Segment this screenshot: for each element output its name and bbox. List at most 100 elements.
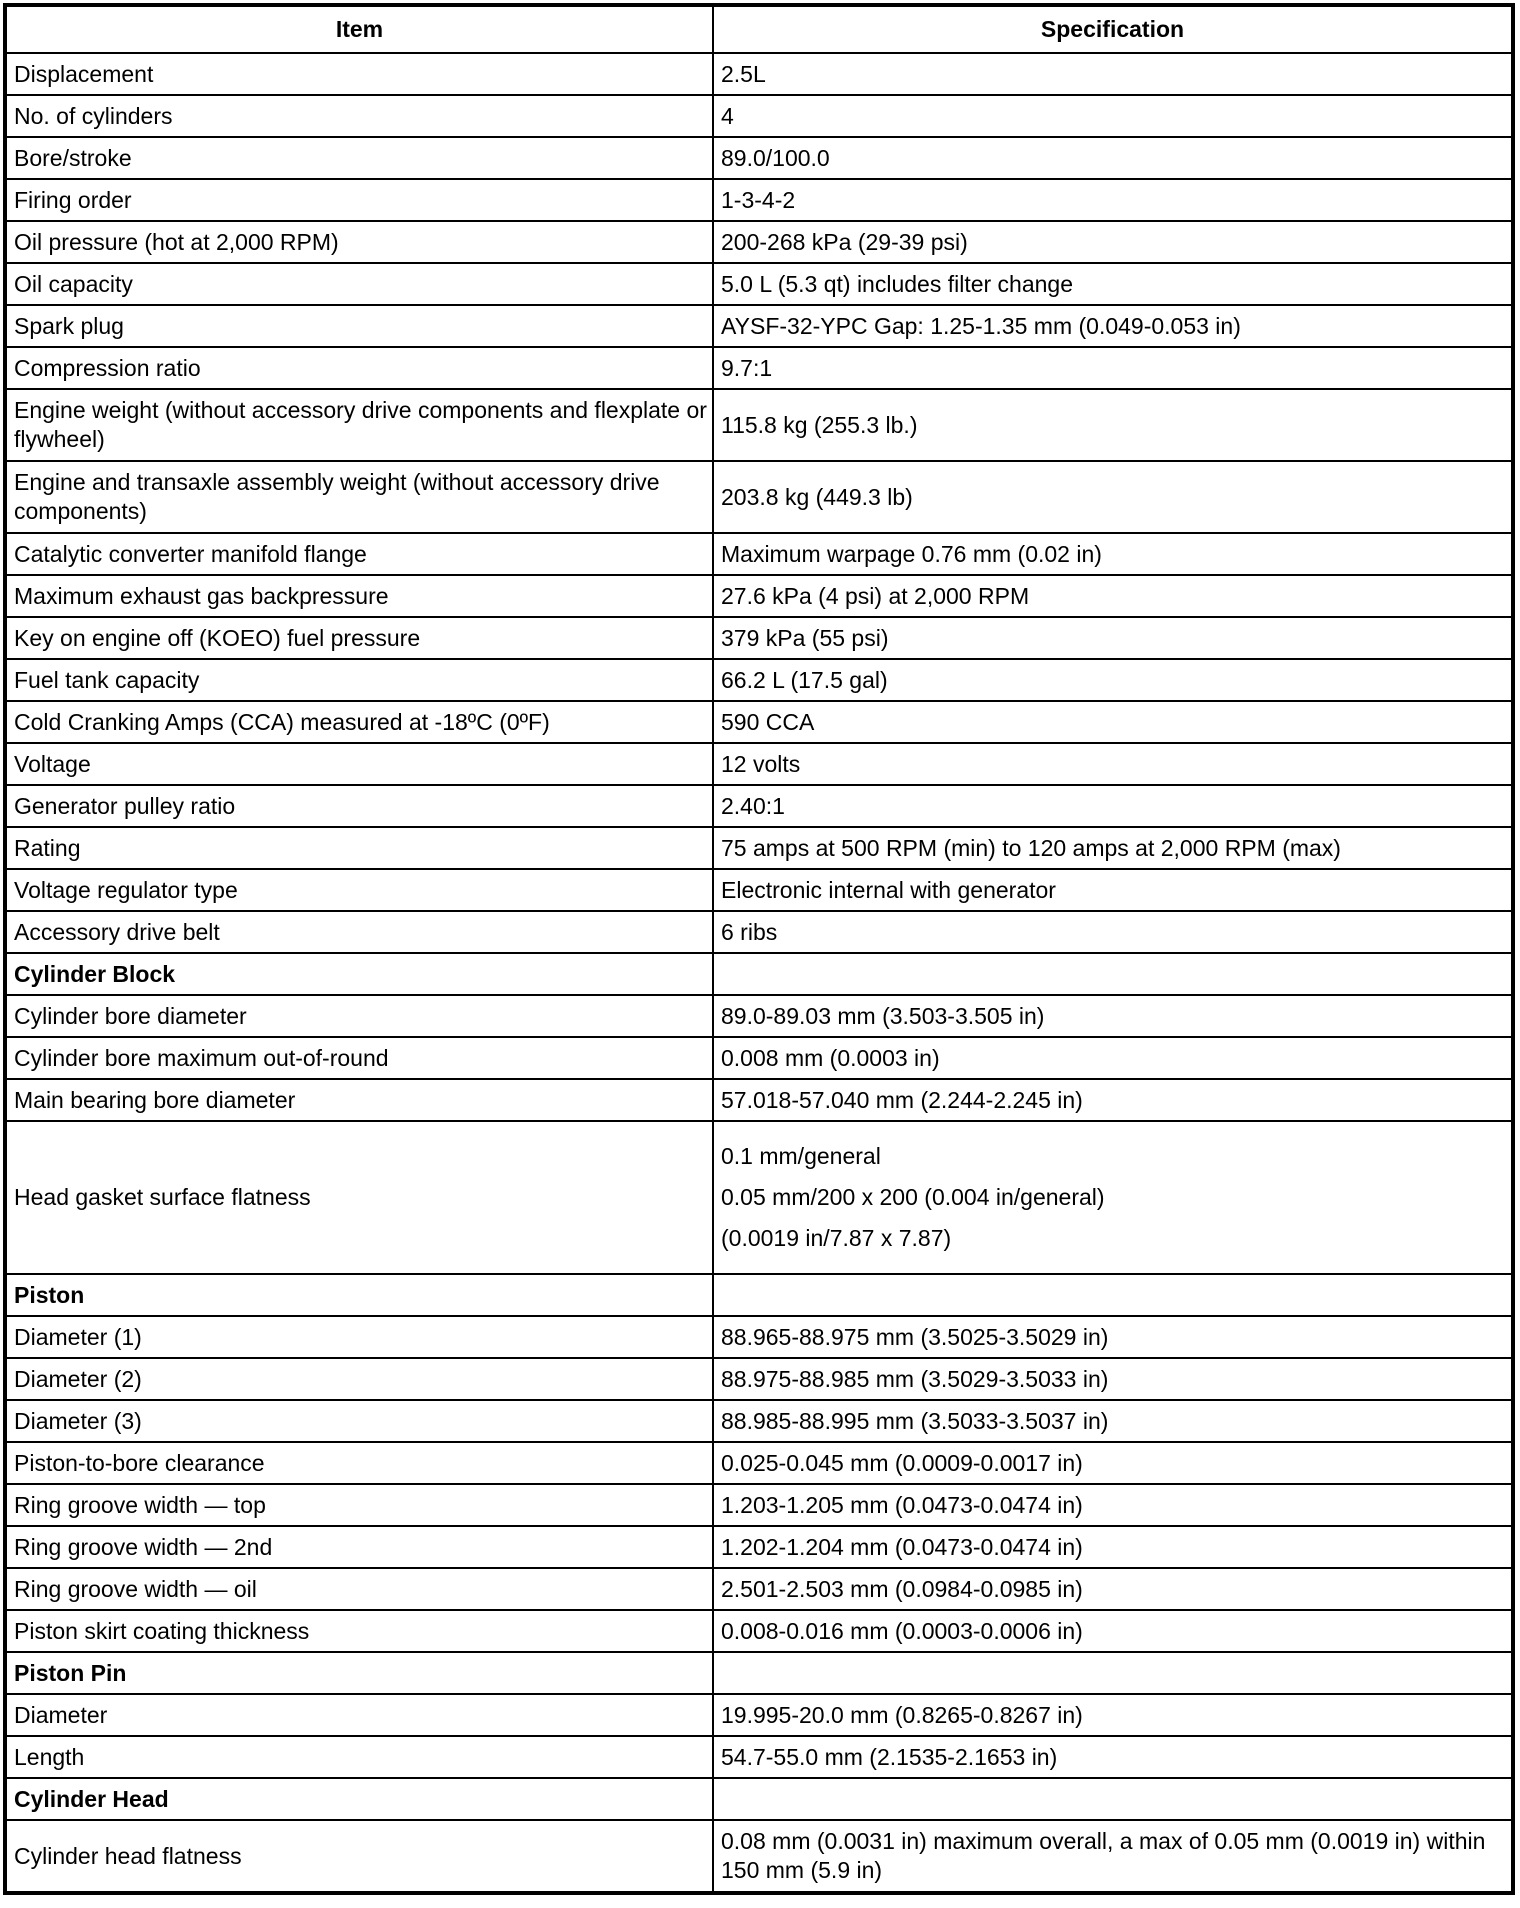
item-cell: Piston-to-bore clearance (4, 1441, 714, 1485)
table-row: Length 54.7-55.0 mm (2.1535-2.1653 in) (4, 1735, 1514, 1779)
item-cell: Piston skirt coating thickness (4, 1609, 714, 1653)
specification-cell: Electronic internal with generator (712, 868, 1514, 912)
specification-text: 200-268 kPa (29-39 psi) (721, 228, 968, 255)
specification-cell: 57.018-57.040 mm (2.244-2.245 in) (712, 1078, 1514, 1122)
specification-cell: 590 CCA (712, 700, 1514, 744)
specification-text: 0.05 mm/200 x 200 (0.004 in/general) (721, 1184, 1105, 1210)
specification-cell (712, 1651, 1514, 1695)
table-row: Key on engine off (KOEO) fuel pressure 37… (4, 616, 1514, 660)
specification-cell (712, 1777, 1514, 1821)
item-cell: Length (4, 1735, 714, 1779)
item-cell: Cylinder head flatness (4, 1819, 714, 1894)
table-row: Main bearing bore diameter 57.018-57.040 … (4, 1078, 1514, 1122)
specification-cell: 2.40:1 (712, 784, 1514, 828)
specification-text: 0.08 mm (0.0031 in) maximum overall, a m… (721, 1828, 1486, 1883)
item-cell: Oil pressure (hot at 2,000 RPM) (4, 220, 714, 264)
specification-cell: 88.965-88.975 mm (3.5025-3.5029 in) (712, 1315, 1514, 1359)
item-cell: No. of cylinders (4, 94, 714, 138)
specification-text: 88.985-88.995 mm (3.5033-3.5037 in) (721, 1407, 1109, 1434)
table-row: Spark plug AYSF-32-YPC Gap: 1.25-1.35 mm … (4, 304, 1514, 348)
specification-cell (712, 952, 1514, 996)
section-row: Piston (4, 1273, 1514, 1317)
specification-cell: 27.6 kPa (4 psi) at 2,000 RPM (712, 574, 1514, 618)
table-row: Catalytic converter manifold flange Maxim… (4, 532, 1514, 576)
column-header-item: Item (4, 4, 714, 54)
specification-text: 1.202-1.204 mm (0.0473-0.0474 in) (721, 1533, 1083, 1560)
specification-cell: AYSF-32-YPC Gap: 1.25-1.35 mm (0.049-0.0… (712, 304, 1514, 348)
table-row: Rating 75 amps at 500 RPM (min) to 120 am… (4, 826, 1514, 870)
section-title: Cylinder Head (4, 1777, 714, 1821)
item-cell: Catalytic converter manifold flange (4, 532, 714, 576)
table-row: Cold Cranking Amps (CCA) measured at -18… (4, 700, 1514, 744)
specification-text: (0.0019 in/7.87 x 7.87) (721, 1225, 952, 1251)
specification-cell: 4 (712, 94, 1514, 138)
table-row: Piston-to-bore clearance 0.025-0.045 mm (… (4, 1441, 1514, 1485)
table-row: Compression ratio 9.7:1 (4, 346, 1514, 390)
table-row: Firing order 1-3-4-2 (4, 178, 1514, 222)
specification-text: 89.0-89.03 mm (3.503-3.505 in) (721, 1002, 1045, 1029)
item-cell: Cylinder bore diameter (4, 994, 714, 1038)
item-cell: Voltage (4, 742, 714, 786)
specification-text: 75 amps at 500 RPM (min) to 120 amps at … (721, 834, 1341, 861)
item-cell: Spark plug (4, 304, 714, 348)
table-row: Generator pulley ratio 2.40:1 (4, 784, 1514, 828)
item-cell: Compression ratio (4, 346, 714, 390)
table-row: Cylinder bore maximum out-of-round 0.008 … (4, 1036, 1514, 1080)
item-cell: Fuel tank capacity (4, 658, 714, 702)
table-row: Engine weight (without accessory drive c… (4, 388, 1514, 462)
table-row: Ring groove width — oil 2.501-2.503 mm (0… (4, 1567, 1514, 1611)
specification-text: 12 volts (721, 750, 801, 777)
table-row: Diameter (2) 88.975-88.985 mm (3.5029-3.5… (4, 1357, 1514, 1401)
specification-text: 115.8 kg (255.3 lb.) (721, 411, 918, 438)
specification-cell: 2.5L (712, 52, 1514, 96)
column-header-specification: Specification (712, 4, 1514, 54)
specification-text: 88.975-88.985 mm (3.5029-3.5033 in) (721, 1365, 1109, 1392)
item-cell: Engine and transaxle assembly weight (wi… (4, 460, 714, 534)
table-row: Ring groove width — 2nd 1.202-1.204 mm (0… (4, 1525, 1514, 1569)
item-cell: Diameter (4, 1693, 714, 1737)
item-cell: Oil capacity (4, 262, 714, 306)
section-row: Cylinder Block (4, 952, 1514, 996)
specification-cell: 6 ribs (712, 910, 1514, 954)
table-row: Engine and transaxle assembly weight (wi… (4, 460, 1514, 534)
table-row: Ring groove width — top 1.203-1.205 mm (0… (4, 1483, 1514, 1527)
specification-text: Electronic internal with generator (721, 876, 1056, 903)
specification-text: 66.2 L (17.5 gal) (721, 666, 888, 693)
item-cell: Cold Cranking Amps (CCA) measured at -18… (4, 700, 714, 744)
item-cell: Displacement (4, 52, 714, 96)
specification-text: 0.1 mm/general (721, 1143, 881, 1169)
item-cell: Cylinder bore maximum out-of-round (4, 1036, 714, 1080)
specification-cell: 54.7-55.0 mm (2.1535-2.1653 in) (712, 1735, 1514, 1779)
specification-cell: 379 kPa (55 psi) (712, 616, 1514, 660)
table-row: Oil capacity 5.0 L (5.3 qt) includes filt… (4, 262, 1514, 306)
specification-cell: 1.203-1.205 mm (0.0473-0.0474 in) (712, 1483, 1514, 1527)
specification-cell: 1-3-4-2 (712, 178, 1514, 222)
table-row: Cylinder bore diameter 89.0-89.03 mm (3.5… (4, 994, 1514, 1038)
item-cell: Diameter (1) (4, 1315, 714, 1359)
table-row: Cylinder head flatness 0.08 mm (0.0031 in… (4, 1819, 1514, 1894)
specification-cell: 9.7:1 (712, 346, 1514, 390)
specification-cell: 66.2 L (17.5 gal) (712, 658, 1514, 702)
specification-text: 0.008-0.016 mm (0.0003-0.0006 in) (721, 1617, 1083, 1644)
specification-cell: 1.202-1.204 mm (0.0473-0.0474 in) (712, 1525, 1514, 1569)
specification-cell: 89.0/100.0 (712, 136, 1514, 180)
specification-cell: 0.1 mm/general 0.05 mm/200 x 200 (0.004 i… (712, 1120, 1514, 1275)
specification-cell: 12 volts (712, 742, 1514, 786)
specification-cell: 0.008-0.016 mm (0.0003-0.0006 in) (712, 1609, 1514, 1653)
item-cell: Accessory drive belt (4, 910, 714, 954)
specification-text: 0.025-0.045 mm (0.0009-0.0017 in) (721, 1449, 1083, 1476)
specification-text: 57.018-57.040 mm (2.244-2.245 in) (721, 1086, 1083, 1113)
specification-text: 9.7:1 (721, 354, 773, 381)
specification-cell: Maximum warpage 0.76 mm (0.02 in) (712, 532, 1514, 576)
specification-text: 590 CCA (721, 708, 815, 735)
specification-text: 4 (721, 102, 734, 129)
table-row: Bore/stroke 89.0/100.0 (4, 136, 1514, 180)
table-row: Piston skirt coating thickness 0.008-0.01… (4, 1609, 1514, 1653)
specification-text: AYSF-32-YPC Gap: 1.25-1.35 mm (0.049-0.0… (721, 312, 1241, 339)
table-row: Diameter (3) 88.985-88.995 mm (3.5033-3.5… (4, 1399, 1514, 1443)
specifications-table: Item Specification Displacement 2.5L No. o… (3, 3, 1515, 1895)
specification-text: 19.995-20.0 mm (0.8265-0.8267 in) (721, 1701, 1083, 1728)
item-cell: Key on engine off (KOEO) fuel pressure (4, 616, 714, 660)
item-cell: Ring groove width — 2nd (4, 1525, 714, 1569)
specification-cell (712, 1273, 1514, 1317)
